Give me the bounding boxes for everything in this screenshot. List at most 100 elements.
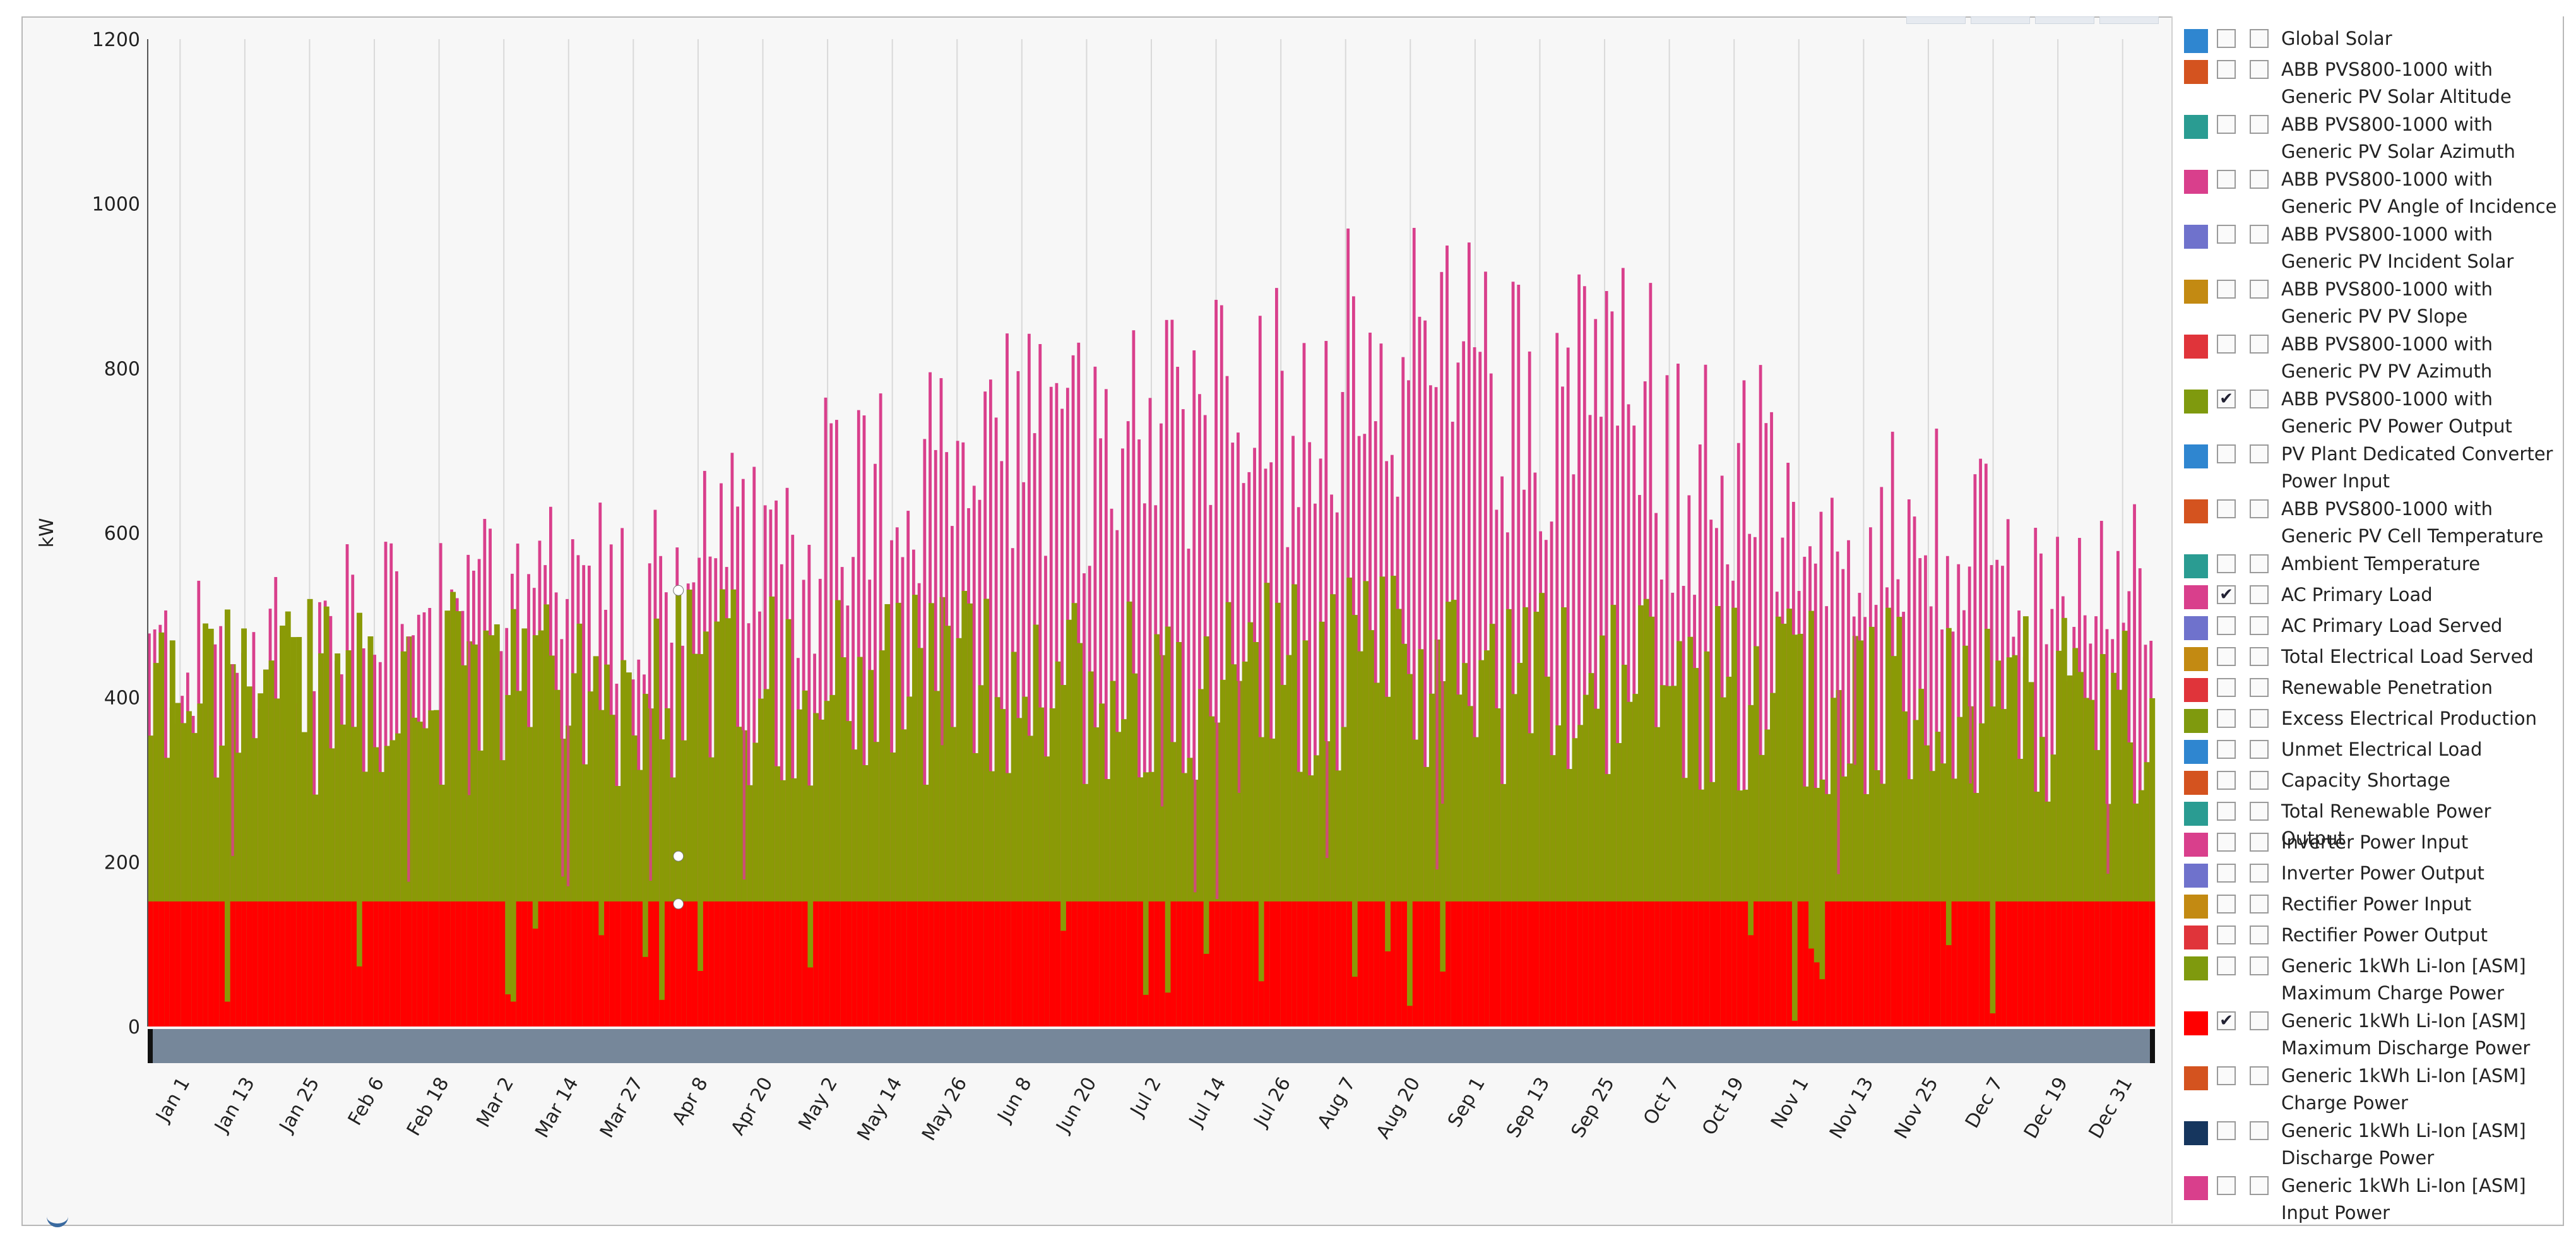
legend-swatch[interactable]	[2184, 499, 2208, 523]
show-series-checkbox[interactable]	[2217, 616, 2236, 635]
secondary-axis-checkbox[interactable]	[2250, 335, 2269, 354]
legend-item[interactable]: Inverter Power Output	[2173, 854, 2563, 904]
legend-item[interactable]: ABB PVS800-1000 with Generic PV Angle of…	[2173, 160, 2563, 217]
show-series-checkbox[interactable]	[2217, 1176, 2236, 1195]
show-series-checkbox[interactable]	[2217, 444, 2236, 463]
secondary-axis-checkbox[interactable]	[2250, 616, 2269, 635]
show-series-checkbox[interactable]: ✔	[2217, 390, 2236, 408]
legend-swatch[interactable]	[2184, 678, 2208, 702]
secondary-axis-checkbox[interactable]	[2250, 956, 2269, 975]
secondary-axis-checkbox[interactable]	[2250, 499, 2269, 518]
show-series-checkbox[interactable]	[2217, 740, 2236, 759]
show-series-checkbox[interactable]	[2217, 225, 2236, 244]
secondary-axis-checkbox[interactable]	[2250, 926, 2269, 944]
show-series-checkbox[interactable]	[2217, 771, 2236, 790]
secondary-axis-checkbox[interactable]	[2250, 740, 2269, 759]
legend-item[interactable]: Inverter Power Input	[2173, 823, 2563, 873]
show-series-checkbox[interactable]	[2217, 956, 2236, 975]
help-icon[interactable]	[47, 1212, 68, 1227]
secondary-axis-checkbox[interactable]	[2250, 444, 2269, 463]
secondary-axis-checkbox[interactable]	[2250, 1121, 2269, 1140]
show-series-checkbox[interactable]	[2217, 647, 2236, 666]
show-series-checkbox[interactable]	[2217, 554, 2236, 573]
time-range-scrollbar[interactable]	[148, 1029, 2155, 1063]
legend-item[interactable]: ABB PVS800-1000 with Generic PV Incident…	[2173, 215, 2563, 272]
legend-swatch[interactable]	[2184, 585, 2208, 609]
show-series-checkbox[interactable]: ✔	[2217, 585, 2236, 604]
show-series-checkbox[interactable]	[2217, 926, 2236, 944]
legend-swatch[interactable]	[2184, 616, 2208, 640]
legend-item[interactable]: Generic 1kWh Li-Ion [ASM] Input Power	[2173, 1166, 2563, 1223]
legend-swatch[interactable]	[2184, 1121, 2208, 1145]
show-series-checkbox[interactable]	[2217, 60, 2236, 79]
legend-item[interactable]: Rectifier Power Input	[2173, 884, 2563, 935]
toolbar-tab[interactable]	[1971, 16, 2030, 24]
legend-item[interactable]: Generic 1kWh Li-Ion [ASM] Maximum Charge…	[2173, 946, 2563, 1004]
toolbar-tab[interactable]	[2035, 16, 2094, 24]
show-series-checkbox[interactable]	[2217, 833, 2236, 852]
secondary-axis-checkbox[interactable]	[2250, 585, 2269, 604]
show-series-checkbox[interactable]	[2217, 678, 2236, 697]
legend-item[interactable]: ABB PVS800-1000 with Generic PV PV Slope	[2173, 270, 2563, 327]
legend-item[interactable]: Total Electrical Load Served	[2173, 637, 2563, 687]
legend-item[interactable]: Unmet Electrical Load	[2173, 730, 2563, 780]
legend-item[interactable]: Generic 1kWh Li-Ion [ASM] Charge Power	[2173, 1056, 2563, 1114]
legend-swatch[interactable]	[2184, 895, 2208, 919]
show-series-checkbox[interactable]	[2217, 1121, 2236, 1140]
secondary-axis-checkbox[interactable]	[2250, 280, 2269, 299]
secondary-axis-checkbox[interactable]	[2250, 833, 2269, 852]
legend-swatch[interactable]	[2184, 29, 2208, 53]
show-series-checkbox[interactable]	[2217, 499, 2236, 518]
legend-item[interactable]: ABB PVS800-1000 with Generic PV Solar Al…	[2173, 50, 2563, 107]
show-series-checkbox[interactable]	[2217, 895, 2236, 914]
legend-swatch[interactable]	[2184, 170, 2208, 194]
legend-swatch[interactable]	[2184, 647, 2208, 671]
legend-swatch[interactable]	[2184, 60, 2208, 84]
secondary-axis-checkbox[interactable]	[2250, 802, 2269, 821]
secondary-axis-checkbox[interactable]	[2250, 1011, 2269, 1030]
legend-swatch[interactable]	[2184, 444, 2208, 468]
legend-swatch[interactable]	[2184, 554, 2208, 578]
legend-swatch[interactable]	[2184, 833, 2208, 857]
toolbar-tab[interactable]	[2099, 16, 2159, 24]
legend-swatch[interactable]	[2184, 390, 2208, 414]
legend-swatch[interactable]	[2184, 802, 2208, 826]
secondary-axis-checkbox[interactable]	[2250, 1066, 2269, 1085]
legend-item[interactable]: ABB PVS800-1000 with Generic PV PV Azimu…	[2173, 324, 2563, 382]
secondary-axis-checkbox[interactable]	[2250, 678, 2269, 697]
legend-swatch[interactable]	[2184, 280, 2208, 304]
secondary-axis-checkbox[interactable]	[2250, 771, 2269, 790]
time-series-chart[interactable]: 0 200 400 600 800 1000 1200 kW Jan 1 Jan 13 Jan 25…	[0, 0, 2171, 1238]
legend-swatch[interactable]	[2184, 1176, 2208, 1200]
legend-swatch[interactable]	[2184, 864, 2208, 888]
legend-swatch[interactable]	[2184, 225, 2208, 249]
legend-swatch[interactable]	[2184, 956, 2208, 980]
toolbar-tab[interactable]	[1906, 16, 1966, 24]
legend-item[interactable]: ABB PVS800-1000 with Generic PV Solar Az…	[2173, 105, 2563, 162]
legend-item[interactable]: PV Plant Dedicated Converter Power Input	[2173, 434, 2563, 492]
legend-item[interactable]: Capacity Shortage	[2173, 761, 2563, 811]
legend-swatch[interactable]	[2184, 740, 2208, 764]
secondary-axis-checkbox[interactable]	[2250, 390, 2269, 408]
legend-item[interactable]: ✔ ABB PVS800-1000 with Generic PV Power O…	[2173, 379, 2563, 437]
show-series-checkbox[interactable]	[2217, 280, 2236, 299]
show-series-checkbox[interactable]	[2217, 29, 2236, 48]
legend-item[interactable]: ✔ AC Primary Load	[2173, 575, 2563, 626]
show-series-checkbox[interactable]	[2217, 1066, 2236, 1085]
legend-swatch[interactable]	[2184, 926, 2208, 949]
secondary-axis-checkbox[interactable]	[2250, 115, 2269, 134]
legend-swatch[interactable]	[2184, 1066, 2208, 1090]
secondary-axis-checkbox[interactable]	[2250, 647, 2269, 666]
show-series-checkbox[interactable]	[2217, 802, 2236, 821]
legend-item[interactable]: AC Primary Load Served	[2173, 606, 2563, 657]
legend-item[interactable]: Total Renewable Power Output	[2173, 792, 2563, 849]
secondary-axis-checkbox[interactable]	[2250, 1176, 2269, 1195]
show-series-checkbox[interactable]	[2217, 709, 2236, 728]
secondary-axis-checkbox[interactable]	[2250, 225, 2269, 244]
legend-item[interactable]: Global Solar	[2173, 19, 2563, 69]
legend-item[interactable]: Excess Electrical Production	[2173, 699, 2563, 749]
secondary-axis-checkbox[interactable]	[2250, 29, 2269, 48]
legend-item[interactable]: Rectifier Power Output	[2173, 915, 2563, 966]
legend-item[interactable]: ✔ Generic 1kWh Li-Ion [ASM] Maximum Disch…	[2173, 1001, 2563, 1059]
legend-swatch[interactable]	[2184, 771, 2208, 795]
